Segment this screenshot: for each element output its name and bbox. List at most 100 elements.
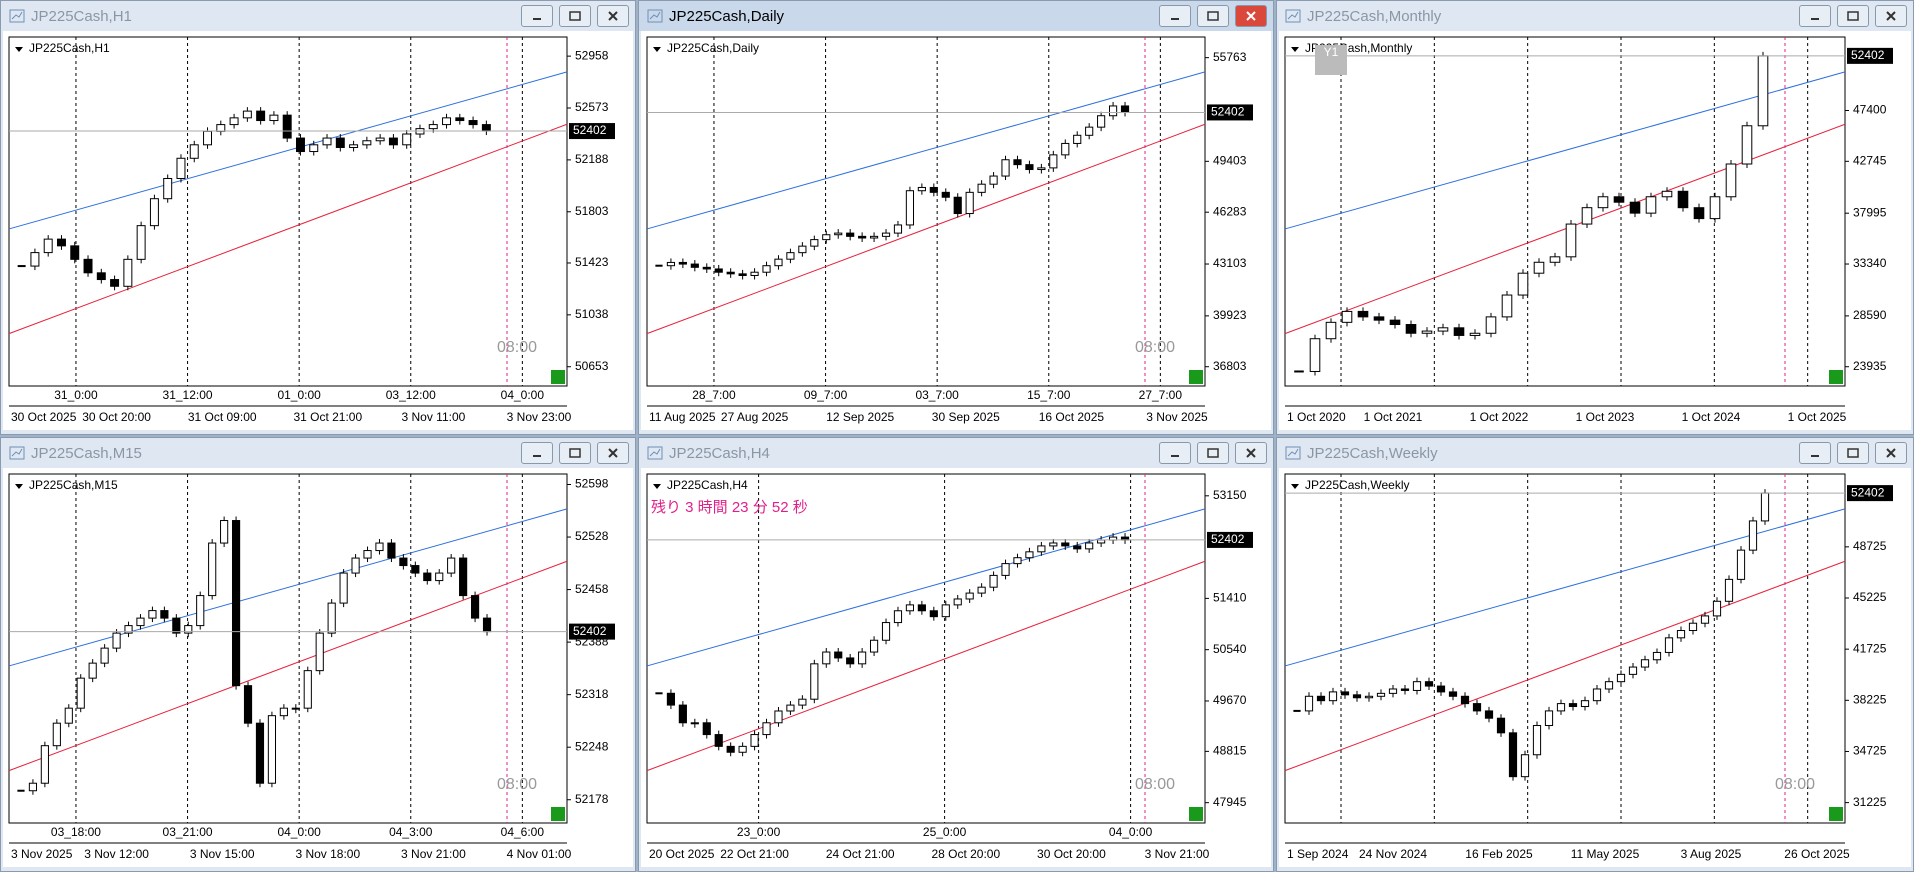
y-tick-label: 49403 [1213,153,1247,167]
y-tick-label: 50540 [1213,642,1247,656]
close-button[interactable] [1235,442,1267,464]
candle [459,557,468,597]
trend-line [646,508,1206,667]
status-square [1189,807,1203,821]
candle [750,271,759,276]
icon-frame [647,9,663,23]
candle [335,137,345,148]
y-tick-label: 47945 [1213,795,1247,809]
candle [1565,223,1577,258]
chart-window: JP225Cash,Daily 55763 49403 46283 43103 39923… [638,0,1274,435]
maximize-button[interactable] [1197,5,1229,27]
candle [136,617,145,627]
close-button[interactable] [597,5,629,27]
candle [1424,681,1434,687]
candle [402,133,412,146]
candle [172,617,181,634]
candle [1400,688,1410,691]
candle [1061,142,1070,156]
candle [375,542,384,552]
chart-window: JP225Cash,H1 52958 52573 52188 51803 51423 510… [0,0,636,435]
y-tick-label: 52958 [575,48,609,62]
minimize-button[interactable] [1799,442,1831,464]
x-tick-label: 26 Oct 2025 [1784,847,1850,861]
period-tag-box [1315,45,1347,75]
minimize-button[interactable] [1799,5,1831,27]
minimize-button[interactable] [1159,5,1191,27]
candle [702,722,711,736]
candle [798,245,807,254]
glyph [1847,448,1859,458]
last-price-label: 52402 [573,624,607,638]
y-tick-label: 38225 [1853,692,1887,706]
candle [110,279,120,287]
last-price-label: 52402 [573,123,607,137]
candle [291,707,300,710]
close-button[interactable] [1235,5,1267,27]
candle [893,224,903,234]
candle [136,225,146,260]
chart-label: JP225Cash,Weekly [1305,478,1410,492]
status-square [551,370,565,384]
candle [442,117,452,126]
candle [1580,700,1590,708]
maximize-button[interactable] [1837,442,1869,464]
candle [88,662,97,679]
status-square [1829,807,1843,821]
candle [965,191,974,215]
y-tick-label: 52528 [575,529,609,543]
y-tick-label: 28590 [1853,308,1887,322]
chart-window: JP225Cash,H4 53150 51410 50540 49670 48815 479… [638,437,1274,872]
candle [965,592,974,600]
candle [64,707,73,724]
minimize-button[interactable] [1159,442,1191,464]
maximize-button[interactable] [559,5,591,27]
candle [834,651,843,659]
maximize-glyph [569,11,581,21]
glyph [1886,11,1896,21]
candle [1316,695,1326,702]
glyph [1886,448,1896,458]
title-bar: JP225Cash,Daily [639,1,1273,31]
maximize-button[interactable] [1197,442,1229,464]
candle [481,124,491,132]
candle [1448,691,1458,697]
candle [714,268,723,273]
candle [56,238,66,247]
candle [989,175,998,185]
glyph [1246,448,1256,458]
candle [905,190,915,226]
candle [1748,520,1758,551]
y-tick-label: 52458 [575,582,609,596]
y-tick-label: 53150 [1213,488,1247,502]
candle [388,137,398,146]
glyph [569,448,581,458]
plot-frame [1284,36,1846,387]
separator-label: 04_3:00 [389,825,433,839]
minimize-button[interactable] [521,442,553,464]
separator-label: 03_21:00 [163,825,213,839]
candle [1485,316,1497,334]
glyph [608,11,618,21]
close-button[interactable] [1875,5,1907,27]
y-tick-label: 41725 [1853,641,1887,655]
trend-line [646,123,1206,335]
maximize-button[interactable] [1837,5,1869,27]
candle [160,610,169,619]
last-price-label: 52402 [1851,48,1885,62]
candle [149,198,159,227]
candle [208,542,217,597]
candle [100,647,109,664]
plot-frame [646,473,1206,824]
chart-window: JP225Cash,Weekly 48725 45225 41725 38225 3472… [1276,437,1914,872]
close-button[interactable] [597,442,629,464]
title-bar: JP225Cash,Weekly [1277,438,1913,468]
close-button[interactable] [1875,442,1907,464]
maximize-button[interactable] [559,442,591,464]
candle [881,622,891,641]
y-tick-label: 55763 [1213,50,1247,64]
separator-label: 31_0:00 [54,388,98,402]
candle [858,651,867,665]
minimize-button[interactable] [521,5,553,27]
candle [1013,557,1022,565]
